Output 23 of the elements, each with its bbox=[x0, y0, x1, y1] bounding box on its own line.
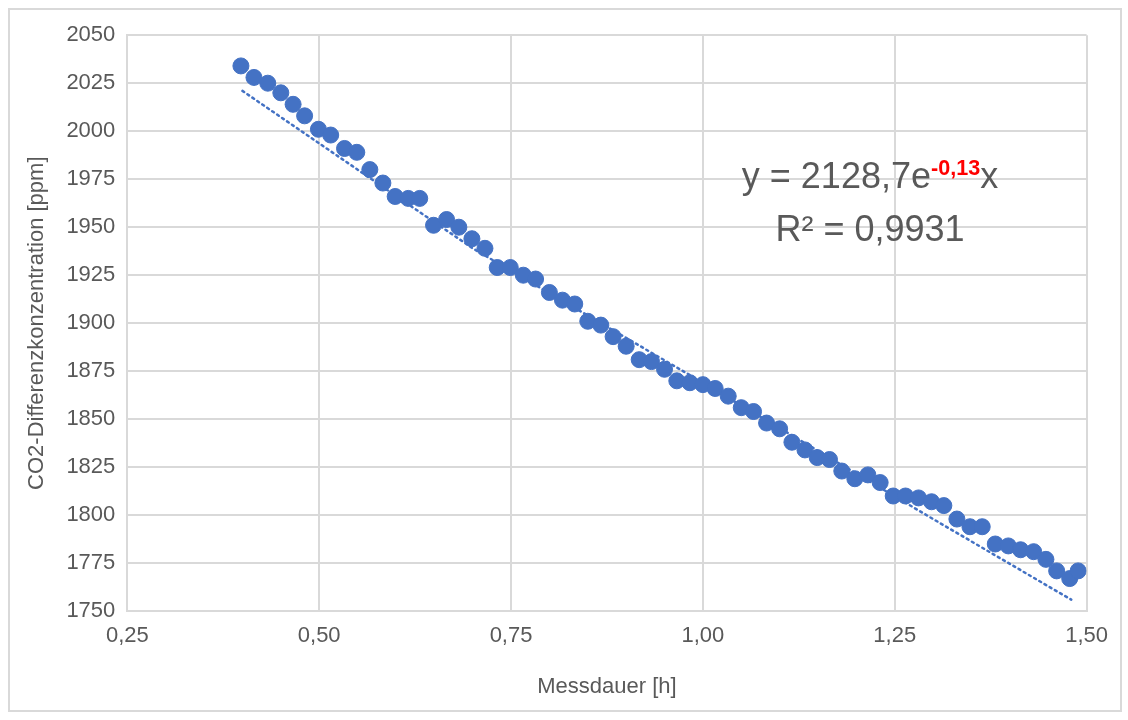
y-tick-label: 2000 bbox=[66, 117, 116, 143]
y-tick-label: 1900 bbox=[66, 309, 116, 335]
y-tick-label: 1875 bbox=[66, 357, 116, 383]
x-tick-label: 0,25 bbox=[105, 622, 149, 648]
y-tick-label: 2050 bbox=[66, 21, 116, 47]
y-tick-label: 1750 bbox=[66, 597, 116, 623]
x-tick-label: 0,75 bbox=[489, 622, 533, 648]
y-tick-label: 1975 bbox=[66, 165, 116, 191]
x-tick-label: 1,25 bbox=[873, 622, 917, 648]
y-tick-label: 1775 bbox=[66, 549, 116, 575]
x-tick-label: 0,50 bbox=[297, 622, 341, 648]
y-tick-label: 1950 bbox=[66, 213, 116, 239]
y-tick-label: 1850 bbox=[66, 405, 116, 431]
y-tick-label: 1800 bbox=[66, 501, 116, 527]
x-axis-title: Messdauer [h] bbox=[537, 672, 677, 698]
y-tick-label: 1825 bbox=[66, 453, 116, 479]
y-axis-title: CO2-Differenzkonzentration [ppm] bbox=[23, 156, 49, 490]
x-tick-label: 1,50 bbox=[1065, 622, 1108, 648]
y-tick-label: 1925 bbox=[66, 261, 116, 287]
annotation: R² = 0,9931 bbox=[775, 208, 965, 250]
annotation: y = 2128,7e$^{-0,13}$x bbox=[741, 155, 999, 197]
y-tick-label: 2025 bbox=[66, 69, 116, 95]
x-tick-label: 1,00 bbox=[681, 622, 725, 648]
